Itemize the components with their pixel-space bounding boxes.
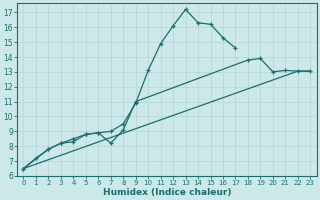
X-axis label: Humidex (Indice chaleur): Humidex (Indice chaleur)	[103, 188, 231, 197]
